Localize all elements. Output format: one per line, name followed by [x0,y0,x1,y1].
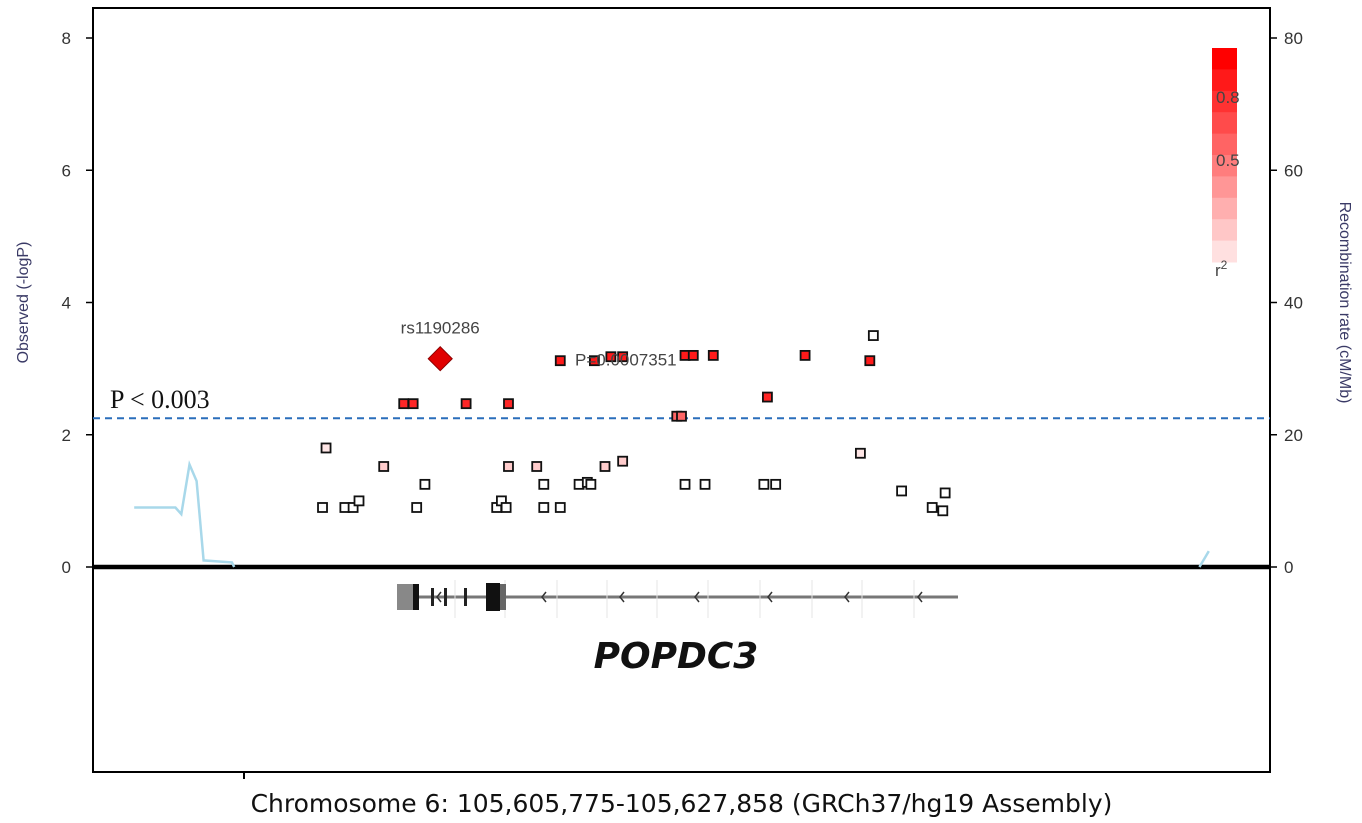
legend-tick-label: 0.5 [1216,151,1240,170]
plot-border [92,7,1271,773]
gene-track: POPDC3 [397,580,958,677]
snp-point [699,478,711,490]
snp-point [855,447,866,459]
gene-exon [431,588,434,606]
gene-exon [413,584,419,610]
snp-point [589,355,600,367]
legend-swatch [1212,197,1237,220]
gene-exon [464,588,467,606]
strand-arrow [541,591,547,603]
legend-swatch [1212,133,1237,156]
snp-point [937,505,949,517]
snp-point [460,398,472,410]
gene-name: POPDC3 [594,636,759,677]
x-axis-title: Chromosome 6: 105,605,775-105,627,858 (G… [251,789,1113,818]
snp-point [347,502,359,513]
snp-point [411,502,423,513]
y2-tick-label: 0 [1284,558,1293,577]
r2-legend: 0.8 0.5 r2 [1212,48,1240,280]
snp-point [939,487,951,499]
gene-utr [500,584,506,610]
snp-point [926,502,938,513]
snp-point [864,355,876,367]
snp-point [617,351,629,363]
snp-point [419,478,431,490]
legend-swatch [1212,69,1237,92]
y-tick-label: 6 [62,161,71,180]
snp-point [398,398,410,410]
gene-exon [486,583,500,611]
snp-point [867,330,879,341]
snp-point [585,478,597,490]
snp-point [758,478,770,490]
snp-point [599,461,611,472]
snp-point [770,478,782,490]
snp-point [617,455,629,467]
recombination-rate-line [1198,550,1210,568]
legend-tick-label: 0.8 [1216,88,1240,107]
strand-arrow [694,591,700,603]
legend-swatch [1212,48,1237,70]
snp-point [676,410,687,422]
snp-point [538,502,550,513]
gene-utr [397,584,415,610]
y2-tick-label: 20 [1284,426,1303,445]
snp-point [605,351,617,363]
lead-snp-layer: rs1190286 P=0.0007351 [401,319,677,372]
threshold-label: P < 0.003 [110,385,210,414]
plot-frame [92,7,1271,779]
lead-snp-marker [427,345,453,372]
snp-point [762,391,773,403]
y-tick-label: 8 [62,29,71,48]
snp-point [317,502,328,513]
snp-point [554,355,566,367]
lead-snp-name: rs1190286 [401,319,480,338]
y-tick-label: 2 [62,426,71,445]
legend-title: r2 [1215,258,1228,280]
snp-point [687,349,699,361]
recombination-layer [134,460,1210,568]
snp-point [799,349,811,361]
legend-swatch [1212,112,1237,135]
snp-points [317,330,951,517]
snp-point [554,502,566,513]
strand-arrow [619,591,625,603]
snp-point [538,478,550,490]
legend-swatch [1212,155,1237,177]
snp-point [353,495,365,507]
strand-arrow [844,591,850,603]
recombination-rate-line [134,460,236,568]
lead-snp-pvalue: P=0.0007351 [575,351,677,370]
y-tick-label: 4 [62,294,71,313]
legend-swatch [1212,176,1237,199]
legend-swatch [1212,240,1237,263]
strand-arrow [436,591,442,603]
snp-point [500,502,512,513]
snp-point [707,349,719,361]
strand-arrow [767,591,773,603]
strand-arrow [917,591,923,603]
snp-point [896,485,907,497]
y2-tick-label: 40 [1284,294,1303,313]
snp-point [531,461,543,472]
legend-swatch [1212,90,1237,113]
snp-point [320,442,332,454]
gene-exon [444,588,447,606]
snp-point [503,461,514,472]
y2-tick-label: 80 [1284,29,1303,48]
y2-tick-label: 60 [1284,161,1303,180]
snp-point [407,398,419,410]
y-tick-label: 0 [62,558,71,577]
y2-axis-title: Recombination rate (cM/Mb) [1336,202,1353,404]
legend-swatch [1212,219,1237,242]
snp-point [679,478,691,490]
snp-point [503,398,514,410]
y-axis-title: Observed (-logP) [15,242,32,364]
snp-point [378,461,390,472]
